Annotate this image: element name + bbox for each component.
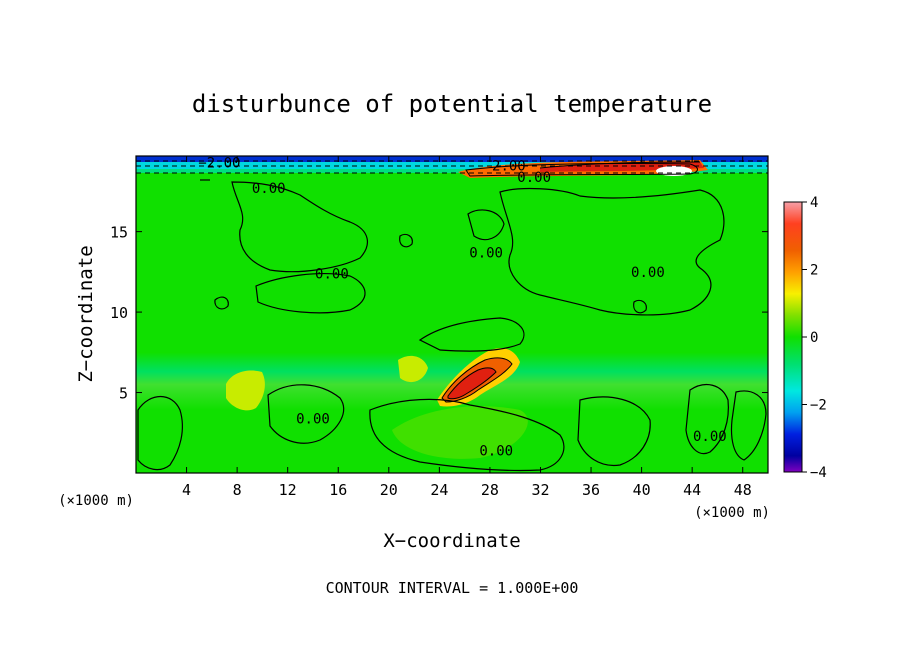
x-tick-label: 44 (683, 481, 701, 499)
field-top-extreme-patch (656, 166, 692, 176)
colorbar-ticks: 4 2 0 −2 −4 (802, 195, 827, 481)
y-unit-label: (×1000 m) (58, 493, 134, 509)
x-tick-label: 16 (329, 481, 347, 499)
x-axis-title: X−coordinate (383, 530, 520, 552)
colorbar-tick-label: 0 (810, 330, 818, 346)
field-top-cold-band (136, 156, 768, 164)
y-tick-label: 5 (119, 385, 128, 403)
contour-label: 0.00 (469, 246, 503, 262)
contour-label: 0.00 (693, 429, 727, 445)
x-tick-label: 28 (481, 481, 499, 499)
field-warm-patch-left (226, 370, 265, 411)
x-tick-label: 32 (531, 481, 549, 499)
contour-label: 0.00 (517, 170, 551, 186)
contour-label: 0.00 (296, 411, 330, 427)
colorbar-tick-label: 4 (810, 195, 818, 211)
field-hottest-anomaly (448, 367, 496, 399)
x-tick-label: 8 (233, 481, 242, 499)
contour-label: 0.00 (631, 265, 665, 281)
colorbar-tick-label: 2 (810, 263, 818, 279)
x-tick-label: 36 (582, 481, 600, 499)
x-unit-label: (×1000 m) (694, 505, 770, 521)
x-tick-label: 12 (279, 481, 297, 499)
field-warm-patch-mid (398, 355, 428, 383)
field-warm-patch-low (392, 406, 528, 459)
x-tick-label: 4 (182, 481, 191, 499)
dashed-contours (136, 160, 768, 174)
contour-interval-note: CONTOUR INTERVAL = 1.000E+00 (326, 579, 579, 597)
contour-label: 0.00 (252, 181, 286, 197)
colorbar (783, 201, 803, 473)
contour-label: 2.00 (492, 159, 526, 175)
colorbar-tick-label: −4 (810, 465, 827, 481)
x-axis: 4 8 12 16 20 24 28 32 36 40 44 48 (182, 156, 752, 499)
colorbar-tick-label: −2 (810, 398, 827, 414)
plot-area (136, 156, 768, 473)
x-tick-label: 20 (380, 481, 398, 499)
y-axis-title: Z−coordinate (75, 245, 97, 382)
x-tick-label: 40 (633, 481, 651, 499)
y-axis: 5 10 15 (110, 224, 768, 403)
field-top-cool-band-2 (136, 169, 768, 173)
contour-label: 0.00 (315, 266, 349, 282)
y-tick-label: 10 (110, 304, 128, 322)
contour-label: −2.00 (198, 155, 240, 171)
plot-frame (135, 155, 769, 474)
x-tick-label: 48 (734, 481, 752, 499)
contour-labels: −2.00 2.000.000.000.00 0.000.000.000.000.0… (198, 155, 726, 459)
contour-label: 0.00 (479, 443, 513, 459)
x-tick-label: 24 (430, 481, 448, 499)
chart-title: disturbunce of potential temperature (192, 90, 712, 118)
y-tick-label: 15 (110, 224, 128, 242)
